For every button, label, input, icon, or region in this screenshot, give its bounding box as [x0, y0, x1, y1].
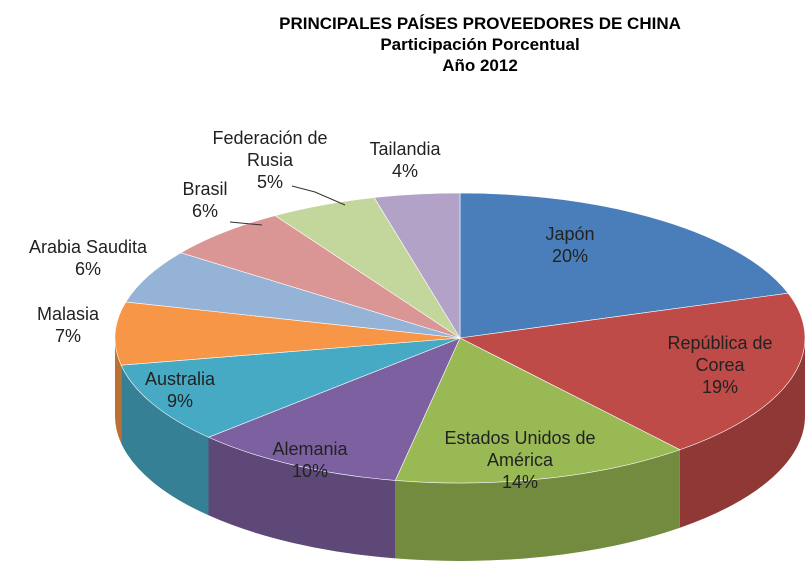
slice-value-label: 19% [701, 377, 739, 397]
slice-label: Estados Unidos de América 14% [420, 427, 620, 493]
slice-name: República de Corea [667, 333, 773, 375]
slice-label: Australia 9% [120, 368, 240, 412]
slice-label: Arabia Saudita 6% [3, 236, 173, 280]
slice-name: Tailandia [369, 139, 441, 159]
slice-value-label: 14% [501, 472, 539, 492]
slice-side [679, 338, 805, 528]
slice [114, 301, 461, 366]
slice-side [121, 365, 209, 516]
slice [459, 292, 805, 451]
slice-name: Malasia [36, 304, 100, 324]
slice-value-label: 20% [551, 246, 589, 266]
slice-value-label: 4% [391, 161, 418, 181]
chart-subtitle: Participación Porcentual [380, 35, 580, 54]
slice-label: Japón 20% [510, 223, 630, 267]
slice-label: Malasia 7% [8, 303, 128, 347]
slice-name: Brasil [182, 179, 228, 199]
slice-label: Tailandia 4% [355, 138, 455, 182]
slice-value-label: 9% [166, 391, 193, 411]
slice [180, 215, 461, 339]
leader-line [229, 221, 263, 226]
slice [394, 337, 681, 484]
slice-name: Arabia Saudita [28, 237, 148, 257]
chart-subtitle: Año 2012 [442, 56, 518, 75]
slice [125, 252, 461, 339]
slice-name: Estados Unidos de América [444, 428, 596, 470]
slice [120, 337, 461, 438]
slice-value-label: 10% [291, 461, 329, 481]
slice-side [395, 449, 680, 561]
slice [373, 192, 461, 340]
slice-name: Japón [545, 224, 595, 244]
slice-label: Federación de Rusia 5% [190, 127, 350, 193]
slice-label: Brasil 6% [165, 178, 245, 222]
slice-value-label: 6% [74, 259, 101, 279]
slice-value-label: 7% [54, 326, 81, 346]
slice-value-label: 5% [256, 172, 283, 192]
slice-side [115, 338, 122, 444]
slice [459, 192, 789, 339]
slice-name: Australia [144, 369, 216, 389]
slice-side [208, 437, 396, 559]
slice-value-label: 6% [191, 201, 218, 221]
leader-line [291, 185, 346, 206]
slice-name: Alemania [272, 439, 348, 459]
slice [207, 337, 461, 481]
chart-title: PRINCIPALES PAÍSES PROVEEDORES DE CHINA [279, 14, 681, 33]
slice-name: Federación de Rusia [212, 128, 328, 170]
slice-label: República de Corea 19% [645, 332, 795, 398]
slice-label: Alemania 10% [250, 438, 370, 482]
